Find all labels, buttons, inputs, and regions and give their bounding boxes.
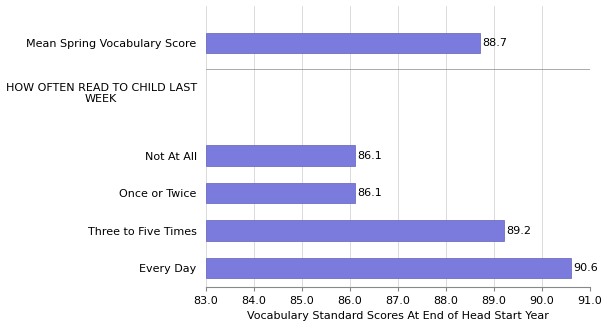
Bar	[206, 183, 354, 203]
Bar	[206, 220, 503, 241]
Bar	[206, 258, 571, 278]
Text: 88.7: 88.7	[482, 38, 507, 48]
Text: 89.2: 89.2	[506, 226, 531, 235]
Bar	[206, 33, 480, 53]
Bar	[206, 145, 354, 166]
Text: 86.1: 86.1	[357, 151, 382, 161]
Text: 90.6: 90.6	[573, 263, 598, 273]
X-axis label: Vocabulary Standard Scores At End of Head Start Year: Vocabulary Standard Scores At End of Hea…	[247, 311, 549, 321]
Text: 86.1: 86.1	[357, 188, 382, 198]
